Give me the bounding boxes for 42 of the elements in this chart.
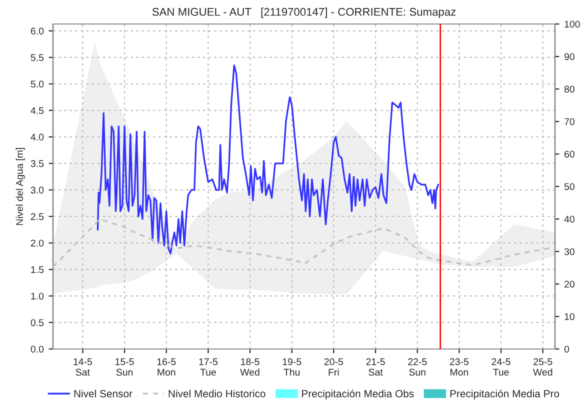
- x-tick-label: 17-5 Tue: [199, 358, 218, 376]
- x-tick-label: 22-5 Sun: [408, 358, 427, 376]
- y-tick-label: 4.5: [30, 107, 44, 114]
- x-tick-label: 15-5 Sun: [116, 358, 134, 376]
- x-tick-label: 19-5 Thu: [282, 358, 302, 376]
- y2-tick-label: 60: [564, 150, 574, 158]
- y-tick-label: 3.5: [30, 160, 44, 168]
- y2-tick-label: 50: [564, 183, 574, 190]
- y2-tick-label: 10: [564, 313, 574, 320]
- y2-tick-label: 80: [564, 86, 574, 93]
- x-tick-label: 21-5 Sat: [366, 358, 385, 376]
- y2-tick-label: 70: [564, 118, 574, 126]
- y-tick-label: 5.5: [30, 54, 44, 62]
- y-tick-label: 2.0: [30, 240, 44, 247]
- y-tick-label: 4.0: [30, 134, 44, 141]
- x-tick-label: 14-5 Sat: [74, 358, 92, 376]
- x-tick-label: 16-5 Mon: [157, 358, 176, 376]
- y-axis-title: Nivel del Agua [m]: [16, 148, 25, 225]
- y-tick-label: 0.0: [30, 346, 44, 353]
- x-tick-label: 24-5 Tue: [492, 358, 510, 376]
- y-tick-label: 0.5: [30, 319, 44, 326]
- y-tick-label: 6.0: [30, 28, 44, 35]
- y-tick-label: 2.5: [30, 213, 44, 220]
- y2-tick-label: 40: [564, 216, 574, 223]
- legend-label: Precipitación Media Obs: [302, 390, 414, 400]
- y-tick-label: 1.5: [31, 266, 44, 274]
- x-tick-label: 25-5 Wed: [532, 358, 552, 376]
- x-tick-label: 23-5 Mon: [450, 358, 469, 376]
- y-tick-label: 5.0: [30, 80, 44, 88]
- y2-tick-label: 30: [564, 248, 574, 256]
- y-tick-label: 3.0: [30, 186, 44, 194]
- x-tick-label: 18-5 Wed: [240, 358, 260, 376]
- y2-tick-label: 0: [564, 346, 570, 353]
- x-tick-label: 20-5 Fri: [324, 358, 344, 376]
- y2-tick-label: 20: [564, 280, 574, 288]
- y2-tick-label: 100: [564, 20, 580, 28]
- legend-label: Nivel Medio Historico: [168, 390, 266, 398]
- chart-title: SAN MIGUEL - AUT [2119700147] - CORRIENTE: Sumapaz: [152, 8, 456, 18]
- y2-tick-label: 90: [564, 53, 574, 60]
- legend-label: Nivel Sensor: [74, 390, 132, 398]
- y-tick-label: 1.0: [31, 292, 44, 300]
- legend-label: Precipitación Media Pro: [450, 390, 560, 400]
